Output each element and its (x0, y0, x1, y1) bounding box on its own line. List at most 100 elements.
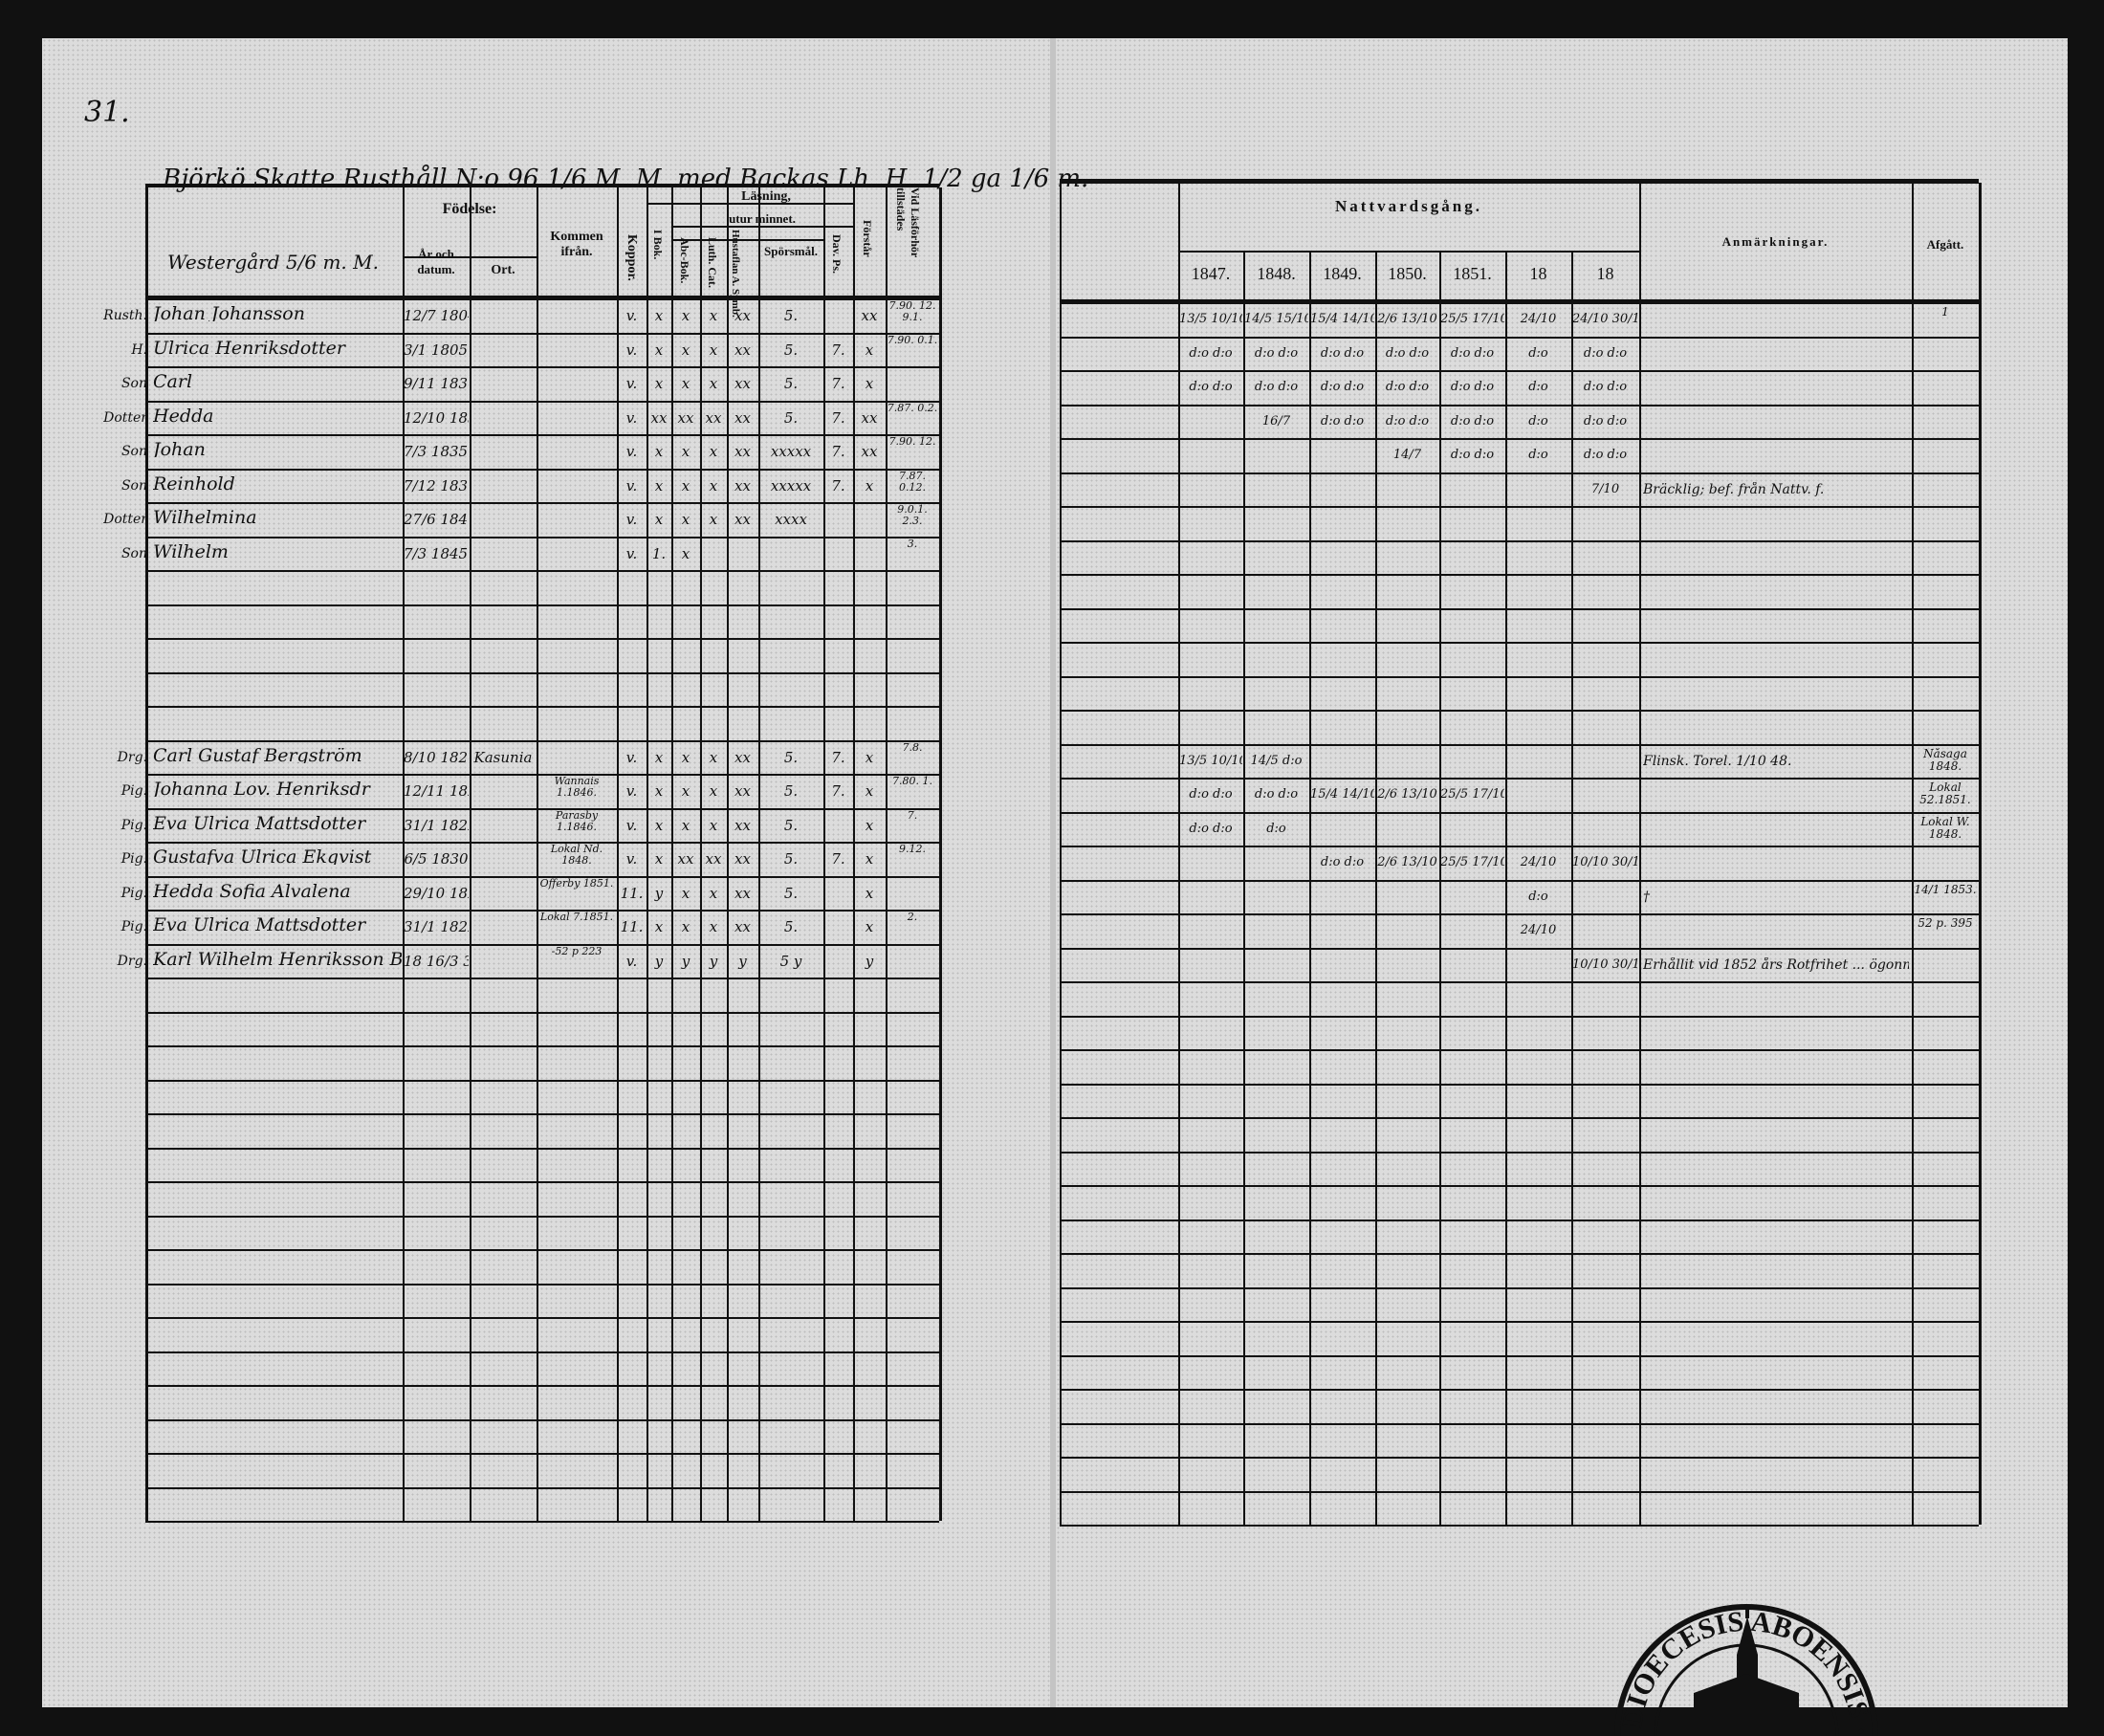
remark-cell: Flinsk. Torel. 1/10 48. (1643, 753, 1792, 769)
departed-cell: Nåsaga 1848. (1923, 747, 1967, 773)
communion-cell: d:o (1528, 380, 1548, 394)
cell-hust: xx (734, 308, 751, 323)
person-name: Karl Wilhelm Henriksson Blomqvist (153, 951, 402, 967)
cell-hust: xx (734, 477, 751, 494)
cell-hust: xx (734, 783, 751, 799)
row-line (145, 468, 939, 471)
cell-luth: x (709, 477, 718, 494)
communion-cell: d:o d:o (1320, 345, 1365, 361)
cell-vid: 2. (907, 912, 918, 923)
cell-forst: x (865, 851, 874, 867)
person-role: Son (121, 545, 147, 561)
column-line (1439, 251, 1441, 1525)
communion-cell: d:o d:o (1583, 413, 1628, 429)
cell-dav: 7. (831, 444, 845, 459)
communion-cell: d:o d:o (1450, 345, 1495, 361)
person-name: Hedda (153, 407, 214, 424)
person-role: Pig. (121, 919, 147, 934)
header-vid-lasforhor: Vid Läsförhör tillstädes (894, 187, 922, 258)
cell-ibok: 1. (651, 545, 667, 561)
cell-spors: 5. (783, 919, 799, 934)
cell-spors: xxxx (775, 512, 807, 527)
column-line (537, 187, 538, 1521)
row-line (145, 1486, 939, 1489)
column-line (1571, 251, 1573, 1525)
communion-cell: d:o d:o (1189, 345, 1233, 361)
fodelse-rule (403, 256, 537, 258)
header-ort: Ort. (491, 263, 515, 277)
row-line (1060, 879, 1979, 882)
cell-forst: x (865, 376, 874, 391)
cell-hust: xx (734, 749, 751, 765)
row-line (1060, 1490, 1979, 1493)
person-name: Hedda Sofia Alvalena (153, 883, 351, 899)
cell-hust: xx (734, 851, 751, 867)
cell-forst: xx (861, 308, 878, 323)
row-line (1060, 472, 1979, 474)
row-line (145, 875, 939, 878)
farm-title: Björkö Skatte Rusthåll N:o 96 1/6 M. M. … (163, 165, 1089, 193)
cell-koppor: v. (625, 308, 638, 323)
person-role: Son (121, 376, 147, 391)
cell-forst: xx (861, 444, 878, 459)
row-line (145, 1418, 939, 1421)
cell-luth: x (709, 783, 718, 799)
column-line (758, 187, 760, 1521)
cell-luth: x (709, 376, 718, 391)
cell-dav: 7. (831, 477, 845, 494)
communion-cell: d:o d:o (1583, 448, 1628, 462)
person-role: Dotter (103, 512, 147, 527)
cell-abc: x (681, 817, 690, 833)
cell-ibok: xx (650, 409, 668, 426)
cell-forst: y (865, 953, 874, 969)
column-line (671, 187, 673, 1521)
cell-vid: 9.12. (899, 844, 926, 855)
cell-vid: 7.8. (902, 741, 923, 754)
cell-dav: 7. (831, 749, 845, 765)
communion-cell: d:o d:o (1583, 380, 1628, 394)
communion-cell: 14/5 d:o (1250, 753, 1303, 768)
column-line (700, 187, 702, 1521)
utur-rule (671, 226, 853, 228)
column-line (886, 187, 888, 1521)
cell-forst: x (865, 477, 874, 494)
cell-forst: x (865, 783, 874, 799)
cell-dav: 7. (831, 783, 845, 799)
cell-ort: Kasunia (473, 749, 533, 765)
cell-born: 9/11 1830. (404, 376, 469, 391)
cell-ibok: x (654, 783, 664, 799)
person-name: Wilhelmina (153, 510, 257, 525)
person-name: Johan (153, 442, 206, 457)
row-line (1060, 1219, 1979, 1221)
communion-cell: d:o (1528, 448, 1548, 462)
column-line (1912, 183, 1914, 1525)
communion-cell: d:o d:o (1450, 380, 1495, 394)
row-line (1060, 642, 1979, 644)
year-header: 1847. (1191, 264, 1231, 283)
cell-luth: x (709, 444, 718, 459)
row-line (1060, 404, 1979, 407)
header-dav-ps: Dav. Ps. (830, 234, 844, 275)
person-role: Pig. (121, 817, 147, 833)
cell-luth: x (709, 919, 718, 934)
cell-hust: xx (734, 444, 751, 459)
row-line (145, 1317, 939, 1319)
cell-abc: x (681, 885, 690, 901)
communion-cell: d:o d:o (1189, 821, 1233, 836)
row-line (1060, 1354, 1979, 1357)
cell-dav: 7. (831, 376, 845, 391)
row-line (1060, 1117, 1979, 1119)
column-line (145, 187, 148, 1521)
cell-abc: x (681, 341, 690, 358)
row-line (1060, 607, 1979, 610)
communion-cell: d:o d:o (1189, 380, 1233, 394)
column-line (647, 187, 648, 1521)
person-name: Carl Gustaf Bergström (153, 747, 362, 763)
row-line (145, 604, 939, 606)
communion-cell: d:o (1266, 821, 1286, 836)
cell-abc: x (681, 444, 690, 459)
row-line (145, 739, 939, 742)
cell-hust: xx (734, 376, 751, 391)
cell-luth: x (709, 885, 718, 901)
communion-cell: 10/10 30/10 (1572, 855, 1638, 869)
